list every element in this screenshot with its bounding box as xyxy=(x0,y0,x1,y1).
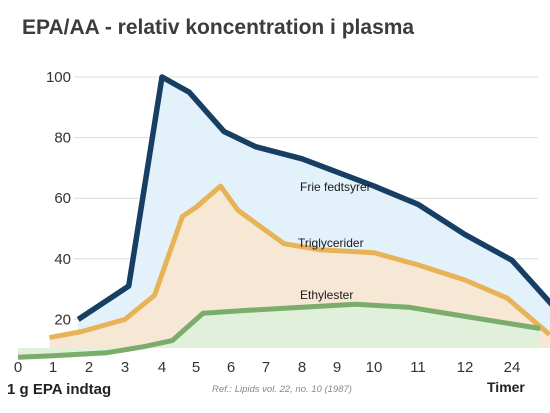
series-line-1 xyxy=(49,183,550,341)
x-tick-label: 11 xyxy=(410,359,426,376)
y-axis-ticks: 100 80 60 40 20 xyxy=(46,69,71,328)
series-line-2 xyxy=(17,301,541,360)
y-tick-label: 20 xyxy=(54,311,71,328)
x-tick-label: 5 xyxy=(192,359,200,376)
x-axis-label: 1 g EPA indtag xyxy=(7,381,111,398)
series-line-0 xyxy=(76,74,550,322)
x-tick-label: 1 xyxy=(49,359,57,376)
x-tick-label: 3 xyxy=(121,359,129,376)
x-tick-label: 9 xyxy=(333,359,341,376)
reference-note: Ref.: Lipids vol. 22, no. 10 (1987) xyxy=(212,384,352,395)
x-tick-label: 10 xyxy=(366,359,383,376)
x-tick-label: 12 xyxy=(457,359,474,376)
series-area-2 xyxy=(18,304,541,358)
series-label-1: Triglycerider xyxy=(298,236,364,250)
y-tick-label: 60 xyxy=(54,190,71,207)
x-tick-label: 8 xyxy=(298,359,306,376)
y-tick-label: 100 xyxy=(46,69,71,86)
x-tick-label: 6 xyxy=(227,359,235,376)
y-tick-label: 40 xyxy=(54,251,71,268)
chart-title: EPA/AA - relativ koncentration i plasma xyxy=(22,16,414,39)
y-tick-label: 80 xyxy=(54,130,71,147)
series-labels: Frie fedtsyrer Triglycerider Ethylester xyxy=(298,180,371,302)
x-tick-label: 24 xyxy=(504,359,521,376)
series-lines xyxy=(17,74,550,360)
x-axis-ticks: 0 1 2 3 4 5 6 7 8 9 10 11 12 24 xyxy=(14,359,521,376)
x-tick-label: 2 xyxy=(85,359,93,376)
x-tick-label: 7 xyxy=(262,359,270,376)
series-label-2: Ethylester xyxy=(300,288,353,302)
x-axis-unit-label: Timer xyxy=(487,379,525,395)
x-tick-label: 4 xyxy=(158,359,166,376)
x-tick-label: 0 xyxy=(14,359,22,376)
series-label-0: Frie fedtsyrer xyxy=(300,180,371,194)
